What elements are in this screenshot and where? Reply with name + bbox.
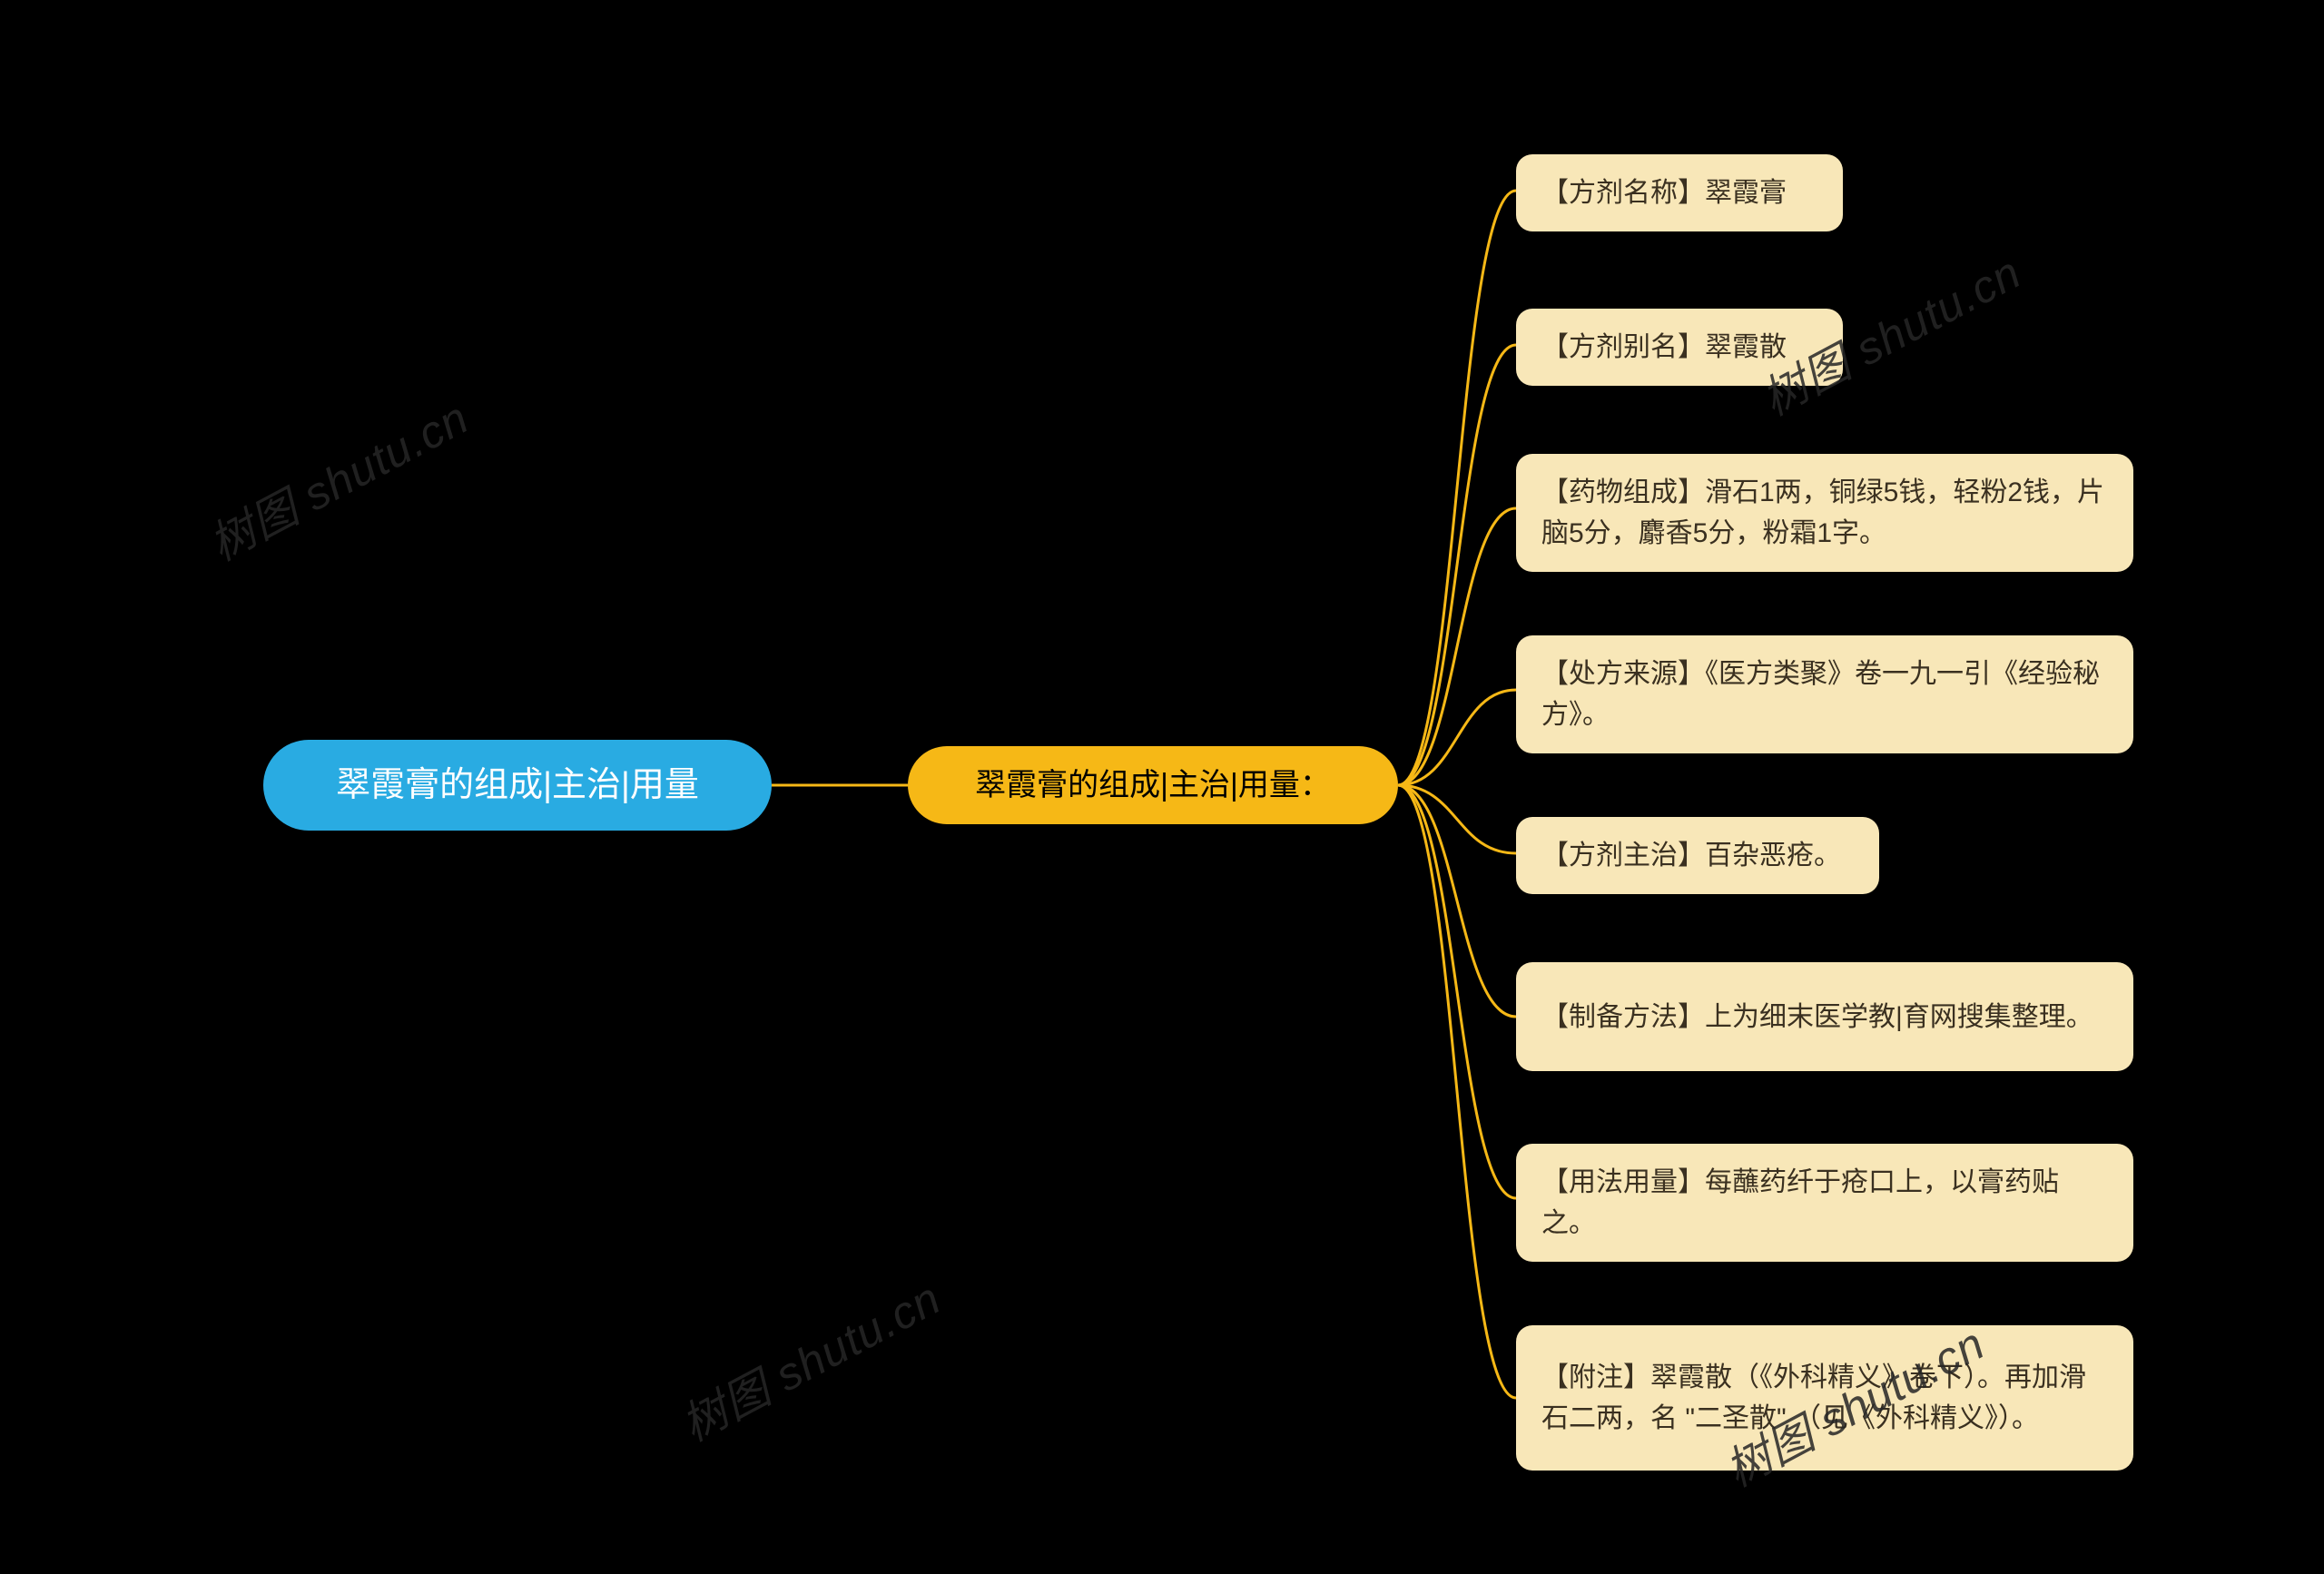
mindmap-sub-node[interactable]: 翠霞膏的组成|主治|用量：: [908, 746, 1398, 824]
mindmap-leaf-7[interactable]: 【用法用量】每蘸药纤于疮口上，以膏药贴之。: [1516, 1144, 2133, 1262]
root-label: 翠霞膏的组成|主治|用量: [336, 760, 699, 812]
leaf-label: 【制备方法】上为细末医学教|育网搜集整理。: [1541, 997, 2093, 1038]
leaf-label: 【附注】翠霞散（《外科精义》卷下）。再加滑石二两，名 "二圣散" （见《外科精义…: [1541, 1357, 2108, 1439]
leaf-label: 【处方来源】《医方类聚》卷一九一引《经验秘方》。: [1541, 654, 2108, 735]
leaf-label: 【方剂主治】百杂恶疮。: [1541, 835, 1841, 876]
mindmap-leaf-8[interactable]: 【附注】翠霞散（《外科精义》卷下）。再加滑石二两，名 "二圣散" （见《外科精义…: [1516, 1325, 2133, 1471]
watermark: 树图 shutu.cn: [668, 1263, 950, 1454]
leaf-label: 【方剂名称】翠霞膏: [1541, 172, 1787, 213]
watermark: 树图 shutu.cn: [196, 382, 478, 574]
mindmap-leaf-1[interactable]: 【方剂名称】翠霞膏: [1516, 154, 1843, 231]
mindmap-leaf-6[interactable]: 【制备方法】上为细末医学教|育网搜集整理。: [1516, 962, 2133, 1071]
leaf-label: 【用法用量】每蘸药纤于疮口上，以膏药贴之。: [1541, 1162, 2108, 1244]
sub-label: 翠霞膏的组成|主治|用量：: [975, 762, 1331, 809]
mindmap-leaf-3[interactable]: 【药物组成】滑石1两，铜绿5钱，轻粉2钱，片脑5分，麝香5分，粉霜1字。: [1516, 454, 2133, 572]
mindmap-leaf-2[interactable]: 【方剂别名】翠霞散: [1516, 309, 1843, 386]
mindmap-leaf-5[interactable]: 【方剂主治】百杂恶疮。: [1516, 817, 1879, 894]
leaf-label: 【方剂别名】翠霞散: [1541, 327, 1787, 368]
mindmap-root[interactable]: 翠霞膏的组成|主治|用量: [263, 740, 772, 831]
leaf-label: 【药物组成】滑石1两，铜绿5钱，轻粉2钱，片脑5分，麝香5分，粉霜1字。: [1541, 472, 2108, 554]
mindmap-leaf-4[interactable]: 【处方来源】《医方类聚》卷一九一引《经验秘方》。: [1516, 635, 2133, 753]
